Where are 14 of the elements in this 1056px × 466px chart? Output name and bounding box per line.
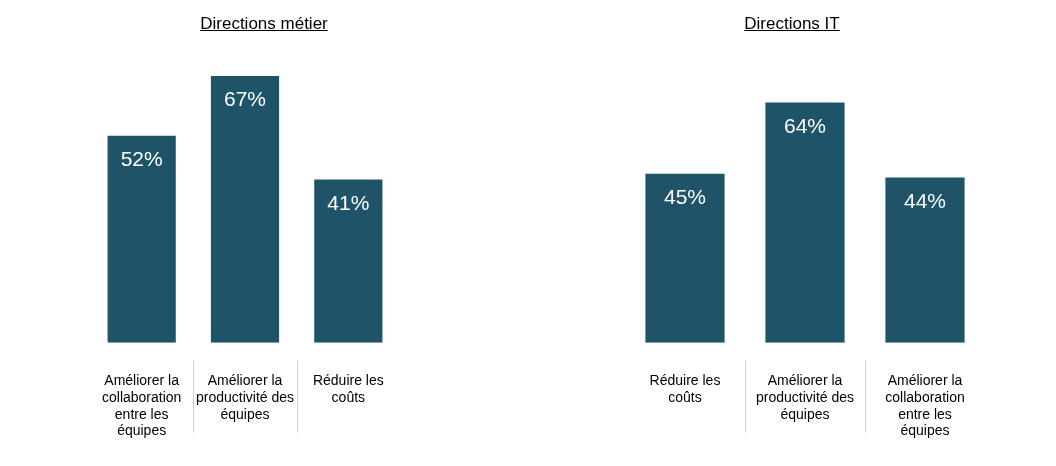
data-label: 45% — [663, 185, 707, 209]
x-tick-label: Réduire les coûts — [312, 372, 384, 405]
data-label: 41% — [327, 190, 370, 214]
data-label: 64% — [783, 113, 827, 137]
data-label: 67% — [223, 87, 267, 111]
data-label: 52% — [120, 146, 163, 170]
x-tick-label: Améliorer la collaboration entre les équipes — [885, 372, 965, 439]
chart-title: Directions IT — [744, 14, 840, 33]
x-tick-label: Améliorer la collaboration entre les équipes — [101, 372, 182, 439]
data-label: 44% — [903, 188, 947, 212]
chart-title: Directions métier — [200, 14, 328, 33]
x-tick-label: Améliorer la productivité des équipes — [755, 372, 855, 422]
x-tick-label: Améliorer la productivité des équipes — [195, 372, 295, 422]
x-tick-label: Réduire les coûts — [649, 372, 721, 405]
